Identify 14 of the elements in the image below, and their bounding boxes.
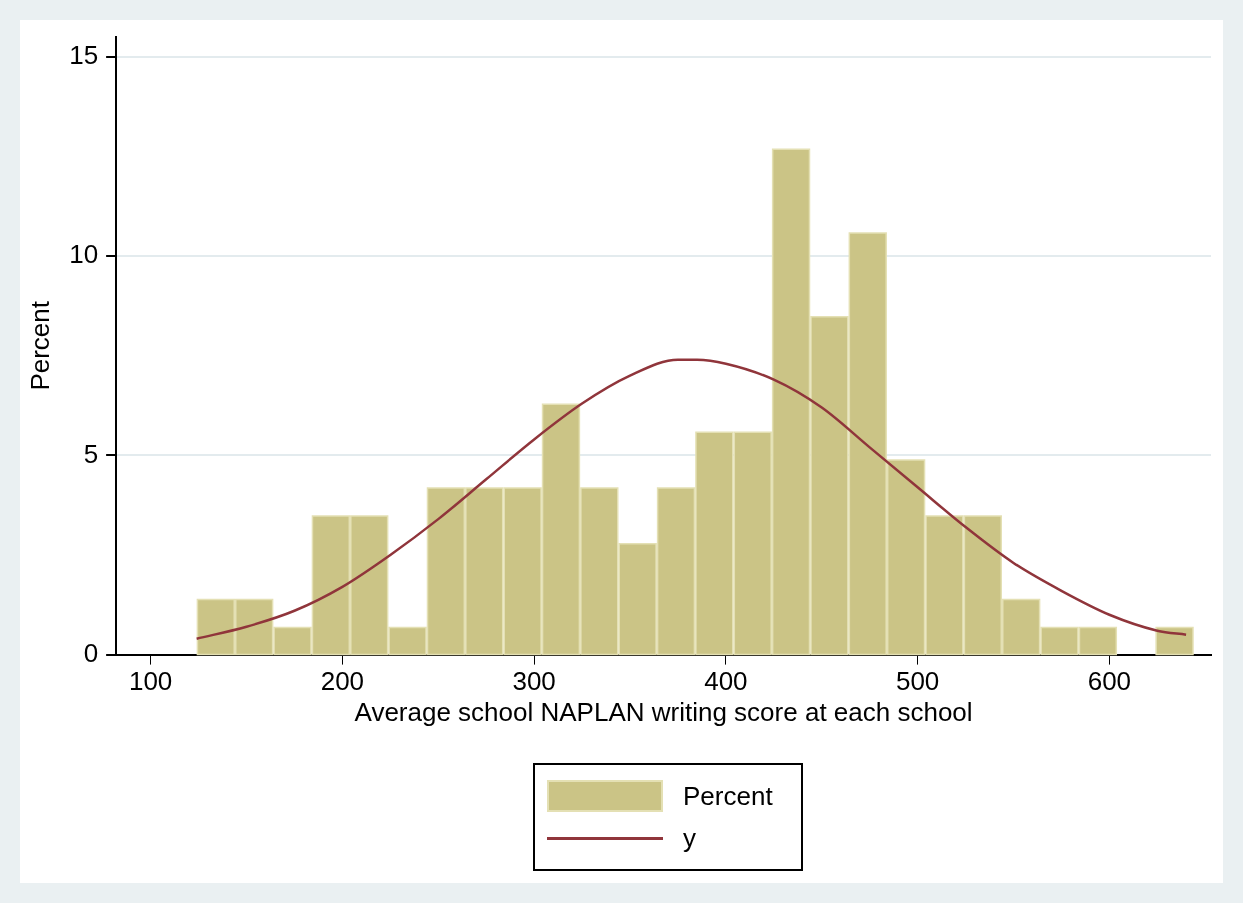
x-tick-label: 500	[895, 666, 940, 697]
x-axis-title: Average school NAPLAN writing score at each school	[354, 696, 973, 727]
x-tick-label: 100	[128, 666, 173, 697]
y-tick-label: 5	[83, 438, 99, 469]
legend-label: Percent	[683, 780, 773, 812]
y-tick-label: 15	[69, 40, 99, 71]
y-tick-label: 0	[83, 637, 99, 668]
x-tick-label: 200	[320, 666, 365, 697]
x-tick-label: 300	[512, 666, 556, 697]
x-tick-label: 600	[1087, 666, 1132, 697]
y-tick-label: 10	[69, 239, 99, 270]
y-axis-title: Percent	[24, 300, 55, 391]
x-tick-label: 400	[704, 666, 748, 697]
legend-label: y	[683, 822, 696, 854]
